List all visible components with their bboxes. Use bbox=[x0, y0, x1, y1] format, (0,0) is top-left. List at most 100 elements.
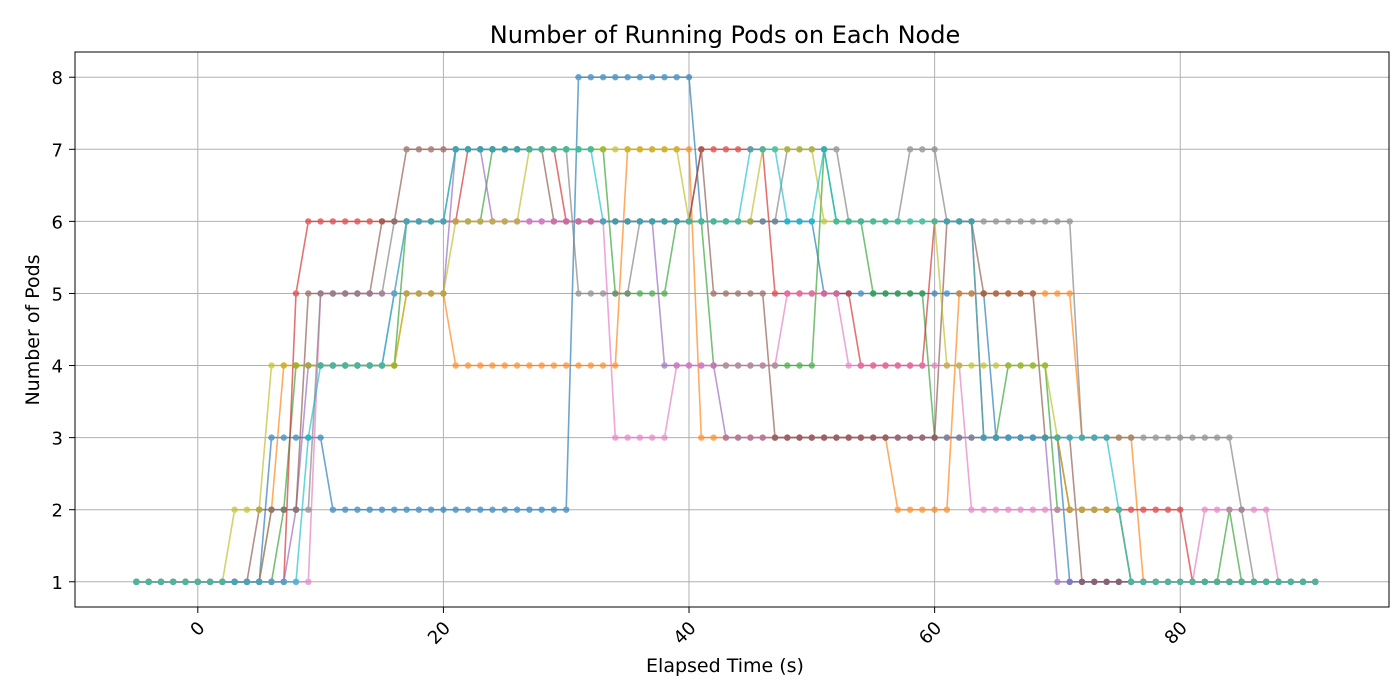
data-point bbox=[661, 218, 668, 225]
data-point bbox=[980, 362, 987, 369]
data-point bbox=[182, 578, 189, 585]
data-point bbox=[563, 362, 570, 369]
data-point bbox=[685, 218, 693, 225]
data-point bbox=[636, 74, 644, 81]
data-point bbox=[722, 290, 730, 297]
data-point bbox=[464, 218, 472, 225]
data-point bbox=[931, 362, 938, 369]
data-point bbox=[1177, 506, 1184, 513]
data-point bbox=[992, 290, 1000, 297]
data-point bbox=[649, 434, 656, 441]
data-point bbox=[956, 434, 963, 441]
data-point bbox=[1226, 434, 1233, 441]
data-point bbox=[1005, 362, 1012, 369]
data-point bbox=[1103, 434, 1110, 441]
data-point bbox=[734, 434, 742, 441]
data-point bbox=[894, 506, 901, 513]
x-tick-label: 80 bbox=[1161, 618, 1192, 649]
data-point bbox=[354, 506, 361, 513]
data-point bbox=[1041, 218, 1049, 225]
data-point bbox=[882, 290, 889, 297]
data-point bbox=[636, 218, 644, 225]
data-point bbox=[526, 218, 533, 225]
series-7 bbox=[133, 218, 1319, 585]
data-point bbox=[550, 362, 558, 369]
data-point bbox=[796, 434, 803, 441]
data-point bbox=[305, 290, 312, 297]
data-point bbox=[292, 290, 300, 297]
data-point bbox=[280, 578, 287, 585]
data-point bbox=[477, 362, 484, 369]
data-point bbox=[1152, 578, 1159, 585]
data-point bbox=[526, 146, 533, 153]
data-point bbox=[391, 362, 398, 369]
data-point bbox=[734, 290, 742, 297]
data-point bbox=[931, 218, 938, 225]
data-point bbox=[980, 506, 987, 513]
data-point bbox=[808, 362, 815, 369]
data-point bbox=[329, 218, 337, 225]
data-point bbox=[747, 362, 754, 369]
data-point bbox=[1127, 506, 1135, 513]
data-point bbox=[378, 506, 386, 513]
grid-lines bbox=[75, 52, 1389, 607]
data-point bbox=[1017, 506, 1024, 513]
data-point bbox=[1275, 578, 1282, 585]
data-point bbox=[931, 506, 938, 513]
data-point bbox=[329, 362, 337, 369]
data-point bbox=[1152, 506, 1159, 513]
data-point bbox=[612, 362, 619, 369]
data-point bbox=[587, 218, 594, 225]
data-point bbox=[820, 434, 828, 441]
data-point bbox=[550, 506, 558, 513]
data-point bbox=[722, 218, 730, 225]
data-point bbox=[649, 146, 656, 153]
data-point bbox=[1201, 434, 1209, 441]
x-tick-label: 60 bbox=[915, 618, 946, 649]
y-tick-label: 5 bbox=[52, 284, 63, 305]
data-point bbox=[599, 146, 607, 153]
y-tick-label: 4 bbox=[52, 357, 63, 378]
data-point bbox=[563, 506, 570, 513]
data-point bbox=[526, 506, 533, 513]
data-point bbox=[489, 218, 496, 225]
data-point bbox=[734, 218, 742, 225]
data-point bbox=[685, 362, 693, 369]
data-point bbox=[329, 290, 337, 297]
data-point bbox=[575, 362, 582, 369]
data-point bbox=[489, 506, 496, 513]
data-point bbox=[636, 146, 644, 153]
data-point bbox=[1066, 578, 1073, 585]
data-point bbox=[550, 146, 558, 153]
data-point bbox=[170, 578, 177, 585]
data-point bbox=[698, 218, 705, 225]
data-point bbox=[1115, 578, 1123, 585]
data-point bbox=[1091, 578, 1098, 585]
data-point bbox=[796, 290, 803, 297]
data-point bbox=[1054, 506, 1061, 513]
data-point bbox=[526, 362, 533, 369]
data-point bbox=[440, 506, 447, 513]
data-point bbox=[317, 290, 324, 297]
data-point bbox=[624, 218, 631, 225]
data-point bbox=[636, 290, 644, 297]
data-point bbox=[256, 578, 263, 585]
data-point bbox=[1066, 218, 1073, 225]
data-point bbox=[415, 506, 423, 513]
data-point bbox=[599, 74, 607, 81]
data-point bbox=[992, 434, 1000, 441]
data-point bbox=[599, 218, 607, 225]
data-point bbox=[342, 218, 349, 225]
data-point bbox=[759, 362, 766, 369]
data-point bbox=[1066, 506, 1073, 513]
data-point bbox=[1152, 434, 1159, 441]
data-point bbox=[710, 146, 717, 153]
data-point bbox=[206, 578, 214, 585]
data-point bbox=[305, 578, 312, 585]
data-point bbox=[894, 218, 901, 225]
data-point bbox=[771, 290, 779, 297]
data-point bbox=[771, 146, 779, 153]
data-point bbox=[489, 362, 496, 369]
data-point bbox=[784, 434, 791, 441]
data-point bbox=[722, 362, 730, 369]
